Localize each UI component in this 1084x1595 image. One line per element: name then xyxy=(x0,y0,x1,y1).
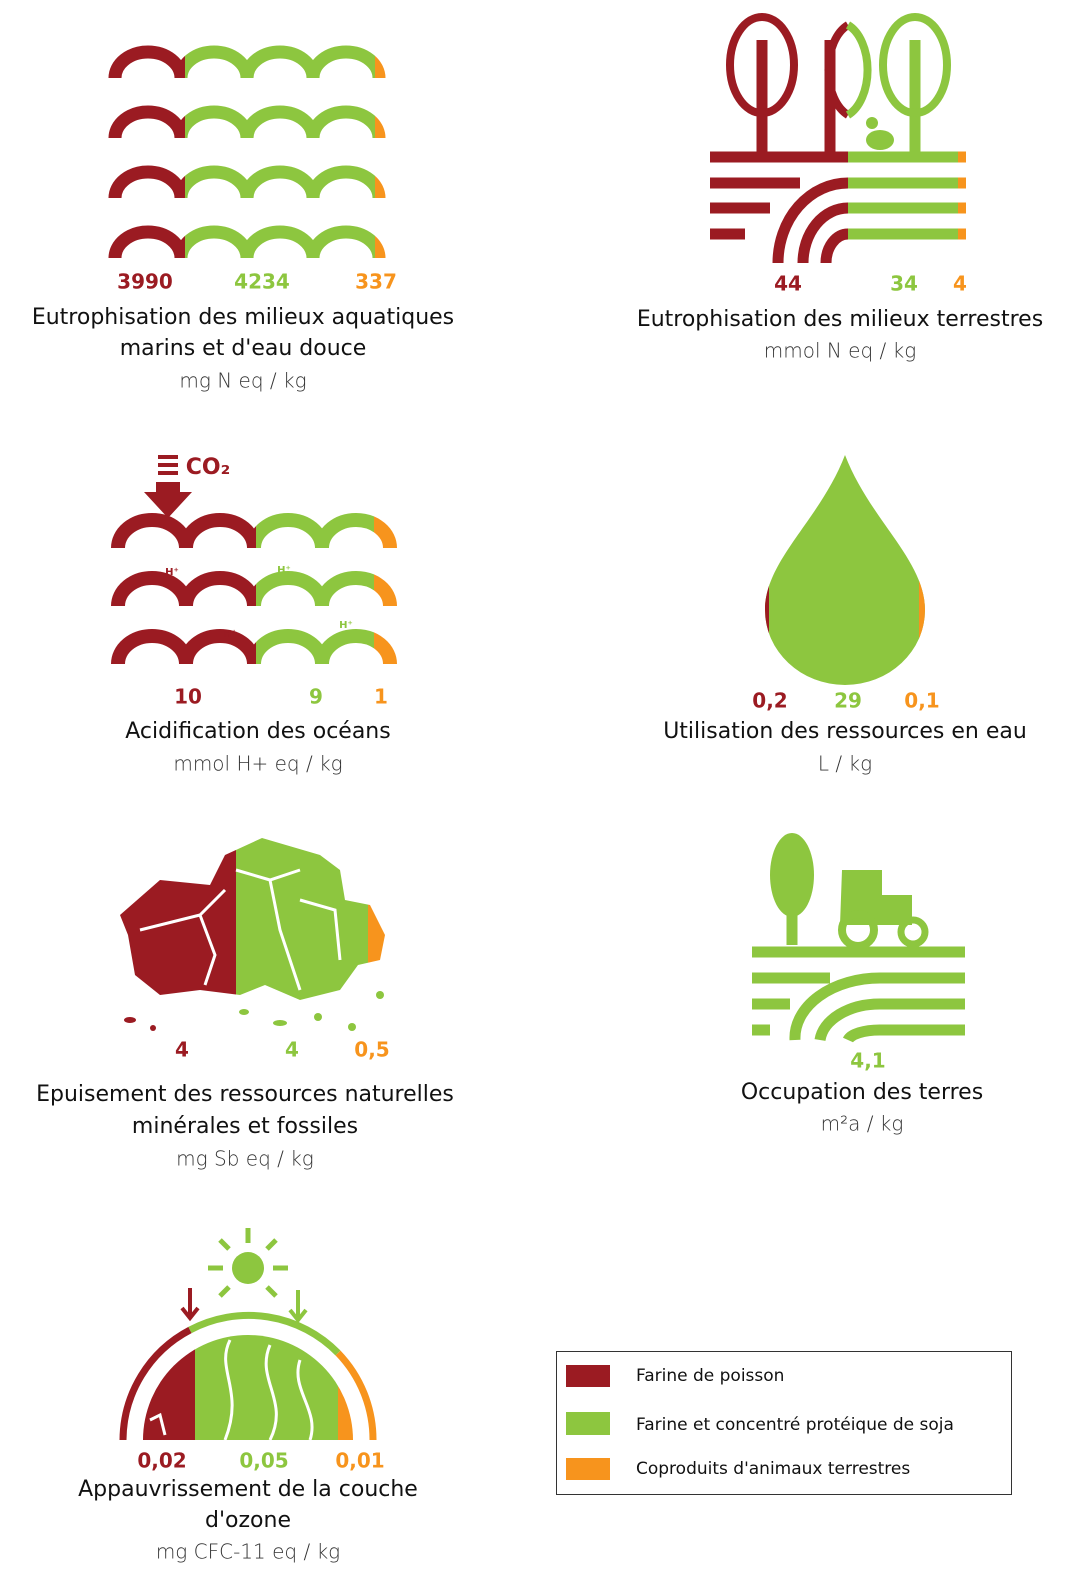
value-label: 9 xyxy=(309,685,323,709)
panel-unit: mmol N eq / kg xyxy=(764,339,916,363)
legend-label: Farine et concentré protéique de soja xyxy=(636,1415,954,1435)
value-label: 0,01 xyxy=(335,1449,384,1473)
panel-title: Acidification des océans xyxy=(125,719,390,744)
value-label: 44 xyxy=(774,272,802,296)
panel-unit: mg N eq / kg xyxy=(179,369,306,393)
panel-title: Utilisation des ressources en eau xyxy=(663,719,1027,744)
value-label: 0,2 xyxy=(752,689,787,713)
value-label: 337 xyxy=(355,270,397,294)
panel-title: d'ozone xyxy=(205,1508,291,1533)
value-label: 0,05 xyxy=(239,1449,288,1473)
panel-title: Eutrophisation des milieux aquatiques xyxy=(32,305,454,330)
panel-title: Occupation des terres xyxy=(741,1080,983,1105)
panel-unit: mmol H+ eq / kg xyxy=(173,752,342,776)
panel-title: Epuisement des ressources naturelles xyxy=(36,1082,454,1107)
legend-swatch xyxy=(566,1365,610,1387)
panel-unit: mg CFC-11 eq / kg xyxy=(156,1540,340,1564)
value-label: 4 xyxy=(285,1038,299,1062)
value-label: 1 xyxy=(374,685,388,709)
legend-label: Farine de poisson xyxy=(636,1366,784,1386)
legend-label: Coproduits d'animaux terrestres xyxy=(636,1459,910,1479)
value-label: 0,02 xyxy=(137,1449,186,1473)
value-label: 4 xyxy=(953,272,967,296)
farm-tractor-icon xyxy=(752,833,965,1043)
value-label: 29 xyxy=(834,689,862,713)
value-label: 4,1 xyxy=(850,1049,885,1073)
panel-title: minérales et fossiles xyxy=(132,1114,358,1139)
legend-box xyxy=(556,1351,1012,1495)
panel-title: Eutrophisation des milieux terrestres xyxy=(637,307,1043,332)
h-label: H⁺ xyxy=(223,629,237,640)
ocean-acid-icon xyxy=(118,455,390,664)
water-drop-icon xyxy=(765,455,925,685)
h-label: H⁺ xyxy=(339,620,353,631)
value-label: 0,5 xyxy=(354,1038,389,1062)
panel-unit: m²a / kg xyxy=(821,1112,904,1136)
value-label: 34 xyxy=(890,272,918,296)
ozone-globe-icon xyxy=(119,1228,377,1441)
rocks-icon xyxy=(120,838,385,1031)
value-label: 4234 xyxy=(234,270,290,294)
water-waves-icon xyxy=(115,52,379,258)
value-label: 3990 xyxy=(117,270,173,294)
h-label: H⁺ xyxy=(277,565,291,576)
co2-label: CO₂ xyxy=(186,455,230,480)
panel-title: Appauvrissement de la couche xyxy=(78,1477,418,1502)
field-trees-icon xyxy=(710,13,966,264)
panel-unit: mg Sb eq / kg xyxy=(176,1147,314,1171)
legend-swatch xyxy=(566,1412,610,1435)
value-label: 10 xyxy=(174,685,202,709)
panel-title: marins et d'eau douce xyxy=(120,336,367,361)
panel-unit: L / kg xyxy=(818,752,872,776)
value-label: 4 xyxy=(175,1038,189,1062)
h-label: H⁺ xyxy=(165,567,179,578)
legend-swatch xyxy=(566,1458,610,1480)
value-label: 0,1 xyxy=(904,689,939,713)
